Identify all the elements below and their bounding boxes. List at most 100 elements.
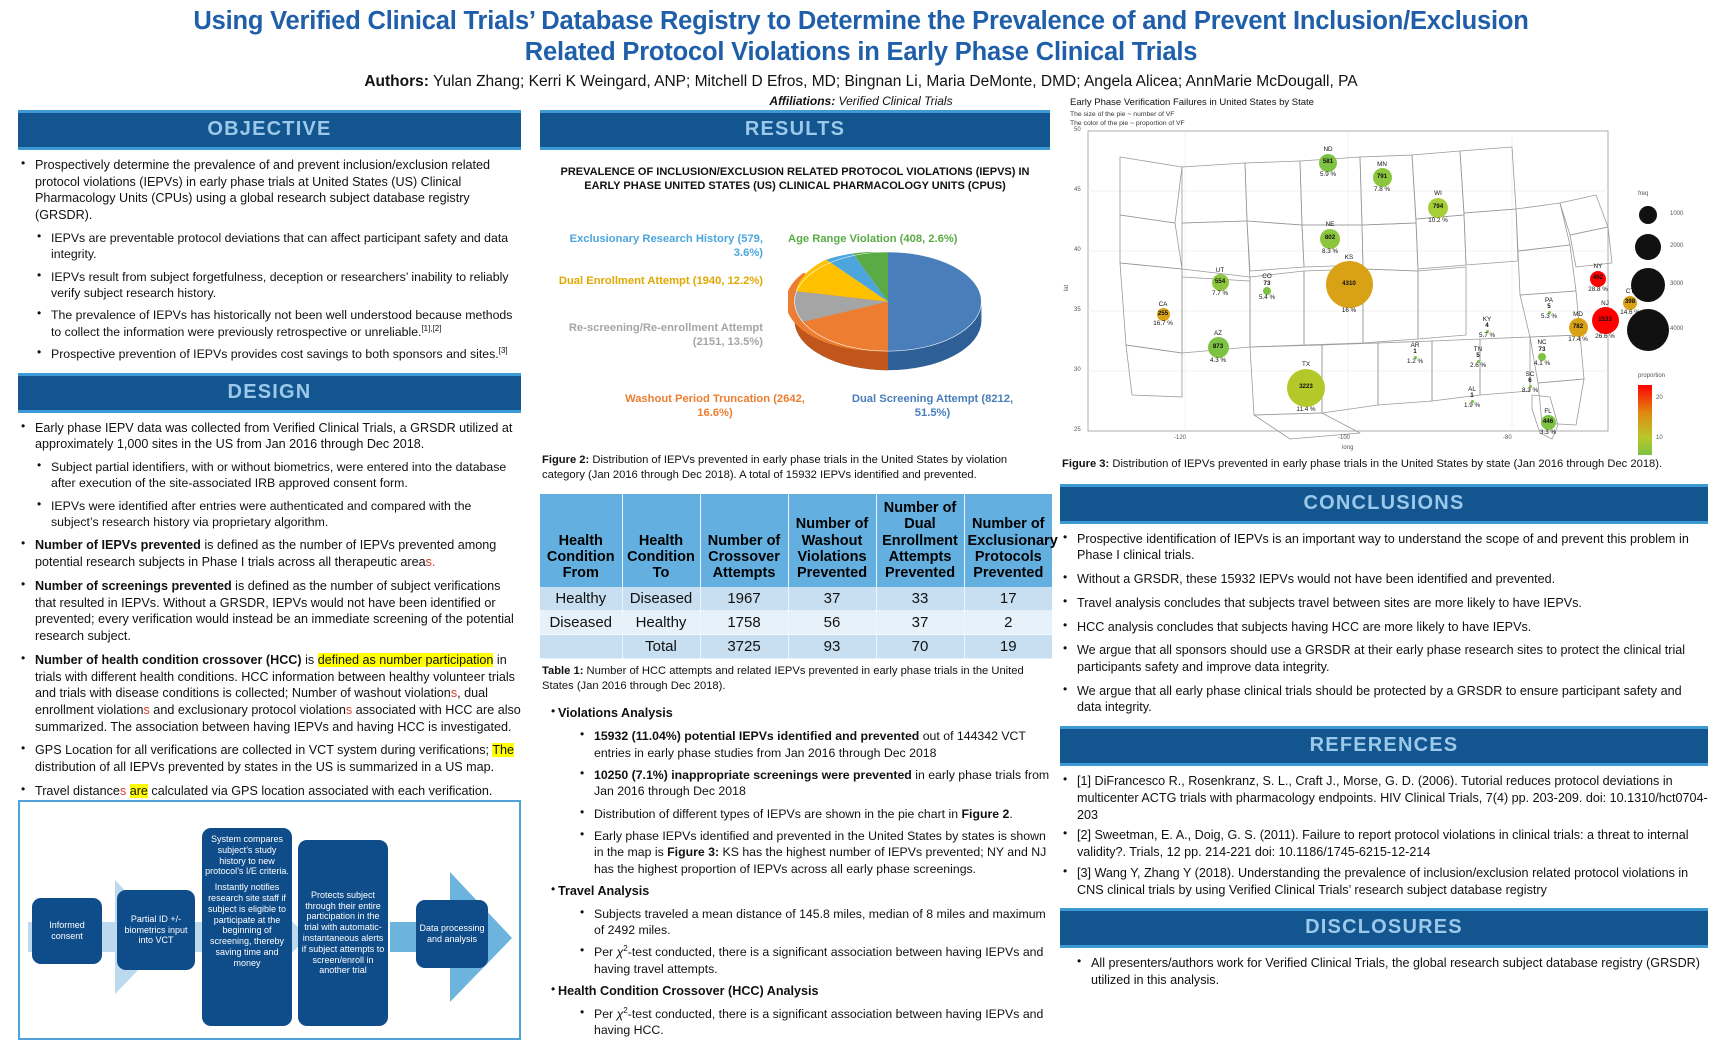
objective-main-text: Prospectively determine the prevalence o… [35,158,491,223]
violations-v4-bold: Figure 3: [667,845,720,860]
map-state-pa: PA 5 5.3 % [1521,297,1577,321]
map-state-bubble: 4310 [1325,261,1373,309]
section-header-design: DESIGN [18,372,521,413]
map-state-bubble [1263,287,1271,296]
map-proportion-legend [1638,385,1652,455]
design-b6-red: s [119,783,127,798]
col-header-4: Number of Dual Enrollment Attempts Preve… [876,494,965,588]
figure-3-caption: Figure 3: Distribution of IEPVs prevente… [1062,457,1706,472]
map-state-tn: TN 5 2.6 % [1450,346,1506,370]
pie-label-re-screening-re-enrollment: Re-screening/Re-enrollment Attempt (2151… [568,321,763,348]
map-state-percent: 5.7 % [1478,331,1496,339]
design-b6-highlight-1: are [129,783,148,798]
map-prop-tick-10: 10 [1656,435,1663,441]
map-state-code: AL [1468,385,1476,393]
middle-column: RESULTS PREVALENCE OF INCLUSION/EXCLUSIO… [540,110,1058,1048]
violations-v3-bold: Figure 2 [961,806,1010,821]
list-item: Subjects traveled a mean distance of 145… [578,905,1050,939]
design-b2-red: s [425,555,432,570]
map-state-code: ND [1323,146,1333,153]
objective-sub-1: IEPVs result from subject forgetfulness,… [51,269,509,300]
violations-v4-b: KS has the highest number of IEPVs preve… [594,845,1047,876]
map-state-nd: ND 581 5.9 % [1300,146,1356,178]
cell: 33 [876,587,965,612]
violations-v1-rest: out of 144342 VCT entries in early phase… [594,729,1026,760]
map-state-ct: CT 398 14.6 % [1602,288,1658,316]
table-header-row: Health Condition From Health Condition T… [540,494,1058,588]
map-x-tick-3: -80 [1503,435,1512,441]
travel-t2-b: -test conducted, there is a significant … [594,945,1044,976]
map-state-percent: 5.9 % [1319,170,1337,178]
violations-v4-a: Early phase IEPVs identified and prevent… [594,828,1046,860]
map-state-nj: NJ 1533 26.6 % [1577,300,1633,341]
pie-label-dual-screening-attempt: Dual Screening Attempt (8212, 51.5%) [851,392,1014,419]
reference-1: [2] Sweetman, E. A., Doig, G. S. (2011).… [1077,828,1689,860]
chi-symbol: χ [616,1006,624,1021]
map-state-value: 791 [1376,173,1388,181]
map-state-bubble: 873 [1207,337,1229,359]
design-b4-red-2: s [143,702,150,717]
map-state-value: 782 [1572,323,1584,331]
list-item: Subject partial identifiers, with or wit… [35,458,521,492]
map-y-tick-30: 30 [1074,367,1081,373]
map-title: Early Phase Verification Failures in Uni… [1070,97,1314,108]
list-item: [2] Sweetman, E. A., Doig, G. S. (2011).… [1060,826,1708,860]
table-1-caption-text: Number of HCC attempts and related IEPVs… [542,665,1024,692]
map-state-co: CO 73 5.4 % [1239,273,1295,302]
design-b1-sub-0: Subject partial identifiers, with or wit… [51,460,507,491]
cell: 37 [876,610,965,636]
map-state-value: 1 [1470,392,1474,400]
map-state-bubble [1413,355,1417,359]
map-state-code: UT [1215,266,1225,274]
pie-chart-plot: Exclusionary Research History (579, 3.6%… [540,194,1050,419]
map-state-bubble [1476,359,1480,363]
map-state-value: 73 [1263,279,1271,287]
list-item: The prevalence of IEPVs has historically… [35,306,521,340]
map-y-axis-label: lat [1064,284,1071,292]
map-state-value: 5 [1476,352,1480,360]
map-state-percent: 2.6 % [1469,361,1487,369]
map-state-ks: KS 4310 16 % [1321,254,1377,315]
map-state-bubble [1485,329,1489,333]
list-item: Travel analysis concludes that subjects … [1060,594,1708,612]
cell: 19 [964,634,1052,660]
chi-sup: 2 [623,944,628,954]
map-state-bubble: 1533 [1591,307,1619,335]
map-x-tick-2: -100 [1338,435,1351,441]
conclusions-list: Prospective identification of IEPVs is a… [1060,530,1708,717]
map-state-code: CT [1625,288,1635,295]
cell: 70 [876,634,965,660]
cell: 93 [788,634,877,660]
section-header-references: REFERENCES [1060,726,1708,767]
hcc-h1-b: -test conducted, there is a significant … [594,1006,1044,1038]
map-state-bubble: 791 [1372,168,1392,188]
title-line-1: Using Verified Clinical Trials’ Database… [193,7,1529,35]
list-item: Per χ2-test conducted, there is a signif… [578,1005,1050,1039]
list-item: IEPVs result from subject forgetfulness,… [35,268,521,302]
list-item: IEPVs were identified after entries were… [35,497,521,531]
figure-2-caption-text: Distribution of IEPVs prevented in early… [542,454,1008,481]
map-state-value: 873 [1212,343,1224,351]
map-state-bubble: 794 [1428,197,1448,218]
section-header-objective: OBJECTIVE [18,110,521,150]
superscript-ref-2: [3] [498,346,508,356]
map-prop-tick-20: 20 [1656,395,1663,401]
cell: Healthy [540,587,623,612]
conclusion-2: Travel analysis concludes that subjects … [1077,595,1582,610]
map-state-value: 1533 [1598,316,1612,324]
map-state-percent: 1.2 % [1406,357,1424,365]
map-state-value: 802 [1324,234,1336,242]
list-item: [3] Wang Y, Zhang Y (2018). Understandin… [1060,864,1708,898]
cell: 2 [964,610,1052,636]
design-bullet-1: Early phase IEPV data was collected from… [18,419,521,531]
map-state-percent: 8.3 % [1321,247,1339,255]
flow-step-2: System compares subject’s study history … [202,828,292,1026]
map-state-ca: CA 255 16.7 % [1135,301,1191,328]
map-state-bubble: 398 [1623,295,1637,310]
design-b5-highlight: The [492,743,515,758]
objective-sub-2: The prevalence of IEPVs has historically… [51,308,513,339]
design-sublist-1: Subject partial identifiers, with or wit… [35,458,521,531]
map-state-bubble: 554 [1211,274,1229,292]
map-state-code: MD [1573,310,1583,318]
hcc-table-body: Healthy Diseased 1967 37 33 17 Diseased … [540,587,1052,660]
